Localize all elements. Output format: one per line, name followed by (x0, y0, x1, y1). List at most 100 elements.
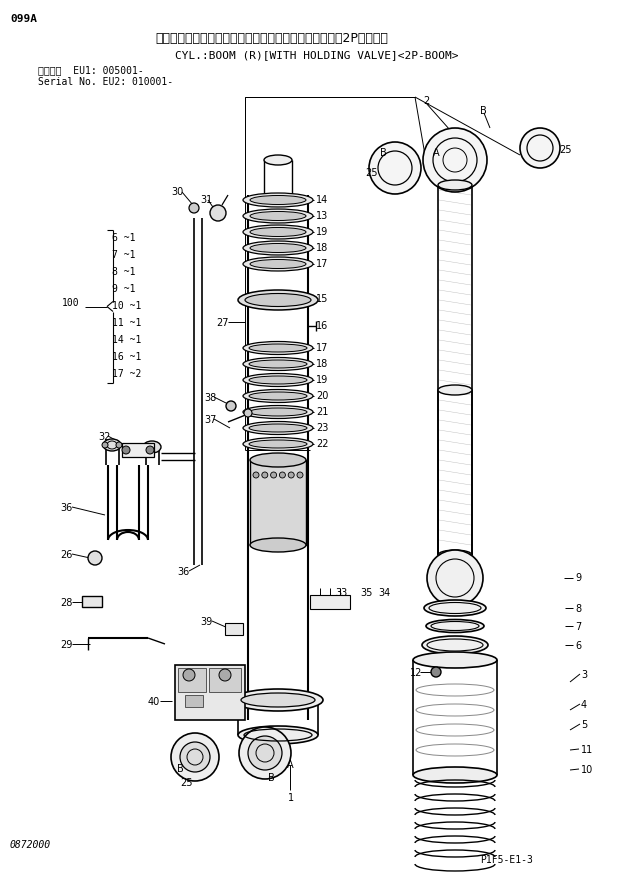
Bar (82, 596, 102, 607)
Ellipse shape (249, 408, 307, 416)
Ellipse shape (243, 241, 313, 255)
Ellipse shape (264, 155, 292, 165)
Circle shape (180, 742, 210, 772)
Text: 11: 11 (581, 745, 593, 755)
Text: 30: 30 (171, 187, 184, 197)
Circle shape (280, 472, 285, 478)
Text: 099A: 099A (10, 14, 37, 24)
Text: シリンダ；ブーム（右）［ホールディングバルブ付］＼2Pブーム＞: シリンダ；ブーム（右）［ホールディングバルブ付］＼2Pブーム＞ (155, 32, 388, 45)
Circle shape (520, 128, 560, 168)
Ellipse shape (426, 620, 484, 633)
Circle shape (210, 205, 226, 221)
Text: 20: 20 (316, 391, 329, 401)
Text: 17: 17 (316, 343, 329, 353)
Text: B: B (380, 148, 387, 158)
Text: CYL.:BOOM (R)[WITH HOLDING VALVE]<2P-BOOM>: CYL.:BOOM (R)[WITH HOLDING VALVE]<2P-BOO… (175, 50, 459, 60)
Text: A: A (433, 148, 440, 158)
Text: 18: 18 (316, 243, 328, 253)
Text: 17: 17 (316, 259, 329, 269)
Text: 21: 21 (316, 407, 329, 417)
Bar (209, 668, 241, 692)
Text: 25: 25 (180, 778, 192, 788)
Circle shape (88, 551, 102, 565)
Text: 16: 16 (316, 321, 328, 331)
Circle shape (102, 442, 108, 448)
Text: 25: 25 (365, 168, 378, 178)
Text: 33: 33 (335, 588, 347, 598)
Ellipse shape (413, 652, 497, 668)
Bar (178, 668, 206, 692)
Ellipse shape (250, 259, 306, 269)
Text: 29: 29 (60, 640, 73, 650)
Ellipse shape (250, 196, 306, 204)
Text: 10: 10 (581, 765, 593, 775)
Ellipse shape (241, 693, 315, 707)
Text: B: B (480, 106, 487, 116)
Circle shape (244, 409, 252, 417)
Text: B: B (268, 773, 275, 783)
Ellipse shape (249, 440, 307, 448)
Text: 22: 22 (316, 439, 329, 449)
Text: Serial No. EU2: 010001-: Serial No. EU2: 010001- (38, 77, 173, 87)
Circle shape (253, 472, 259, 478)
Circle shape (189, 203, 199, 213)
Circle shape (262, 472, 268, 478)
Text: 36: 36 (177, 567, 189, 577)
Circle shape (369, 142, 421, 194)
Ellipse shape (424, 600, 486, 616)
Circle shape (171, 733, 219, 781)
Text: 37: 37 (204, 415, 216, 425)
Ellipse shape (243, 193, 313, 207)
Ellipse shape (233, 689, 323, 711)
Bar (185, 695, 203, 707)
Text: 35: 35 (360, 588, 373, 598)
Circle shape (122, 446, 130, 454)
Text: 8 ~1: 8 ~1 (112, 267, 136, 277)
Ellipse shape (413, 767, 497, 783)
Text: A: A (287, 760, 294, 770)
Ellipse shape (438, 385, 472, 395)
Circle shape (423, 128, 487, 192)
Text: 0872000: 0872000 (10, 840, 51, 850)
Text: 12: 12 (410, 668, 422, 678)
Circle shape (183, 669, 195, 681)
Text: 16 ~1: 16 ~1 (112, 352, 141, 362)
Circle shape (116, 442, 122, 448)
Ellipse shape (249, 344, 307, 352)
Text: 19: 19 (316, 227, 328, 237)
Ellipse shape (243, 358, 313, 370)
Ellipse shape (438, 180, 472, 190)
Circle shape (431, 667, 441, 677)
Ellipse shape (243, 225, 313, 239)
Ellipse shape (249, 376, 307, 384)
Ellipse shape (250, 538, 306, 552)
Bar (225, 623, 243, 635)
Ellipse shape (250, 453, 306, 467)
Ellipse shape (249, 392, 307, 400)
Circle shape (427, 550, 483, 606)
Ellipse shape (243, 257, 313, 271)
Ellipse shape (103, 439, 121, 451)
Text: 32: 32 (98, 432, 110, 442)
Text: 38: 38 (204, 393, 216, 403)
Bar (310, 595, 350, 609)
Ellipse shape (243, 209, 313, 223)
Circle shape (288, 472, 294, 478)
Text: 適用号機  EU1: 005001-: 適用号機 EU1: 005001- (38, 65, 144, 75)
Circle shape (270, 472, 277, 478)
Text: 10 ~1: 10 ~1 (112, 301, 141, 311)
Text: 28: 28 (60, 598, 73, 608)
Ellipse shape (243, 437, 313, 450)
Circle shape (297, 472, 303, 478)
Text: 19: 19 (316, 375, 328, 385)
Ellipse shape (249, 424, 307, 432)
Text: 26: 26 (60, 550, 73, 560)
Text: 25: 25 (559, 145, 572, 155)
Ellipse shape (238, 726, 318, 744)
Ellipse shape (245, 293, 311, 306)
Ellipse shape (243, 341, 313, 354)
Ellipse shape (238, 290, 318, 310)
Text: 36: 36 (60, 503, 73, 513)
Text: 2: 2 (423, 96, 429, 106)
Bar (250, 460, 306, 545)
